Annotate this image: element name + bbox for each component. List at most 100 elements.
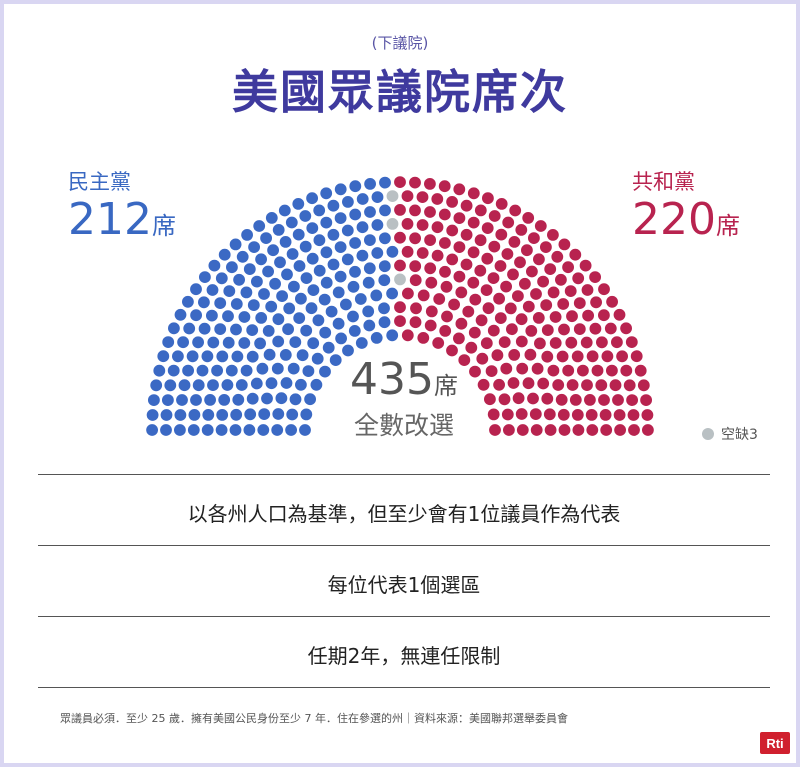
democrat-name: 民主黨 <box>68 170 131 194</box>
seat-democrat <box>296 349 309 362</box>
seat-democrat <box>319 326 332 339</box>
seat-republican <box>512 392 525 405</box>
seat-republican <box>524 348 537 361</box>
vacant-legend: 空缺3 <box>702 424 758 444</box>
seat-democrat <box>160 424 172 436</box>
seat-democrat <box>334 241 347 254</box>
seat-republican <box>549 337 562 349</box>
seat-democrat <box>272 335 285 348</box>
seat-republican <box>521 244 533 257</box>
seat-democrat <box>386 287 398 300</box>
seat-republican <box>557 298 570 310</box>
seat-republican <box>572 424 585 436</box>
hemicycle-chart <box>146 176 654 436</box>
seat-democrat <box>332 286 345 299</box>
seat-republican <box>484 393 496 406</box>
seat-republican <box>467 246 480 259</box>
seat-democrat <box>254 337 266 350</box>
seat-republican <box>500 362 513 375</box>
seat-democrat <box>289 393 302 406</box>
seat-republican <box>566 379 579 391</box>
seat-republican <box>440 280 453 293</box>
divider <box>38 545 770 546</box>
seat-republican <box>498 336 511 348</box>
seat-democrat <box>320 276 333 289</box>
seat-vacant <box>386 218 399 230</box>
seat-republican <box>598 283 610 296</box>
seat-republican <box>468 326 481 339</box>
seat-republican <box>453 212 466 225</box>
seat-republican <box>581 379 593 391</box>
seat-democrat <box>225 364 238 377</box>
seat-democrat <box>280 377 293 389</box>
fact-representation: 以各州人口為基準，但至少會有1位議員作為代表 <box>187 502 621 526</box>
seat-republican <box>474 264 487 277</box>
seat-democrat <box>201 350 214 363</box>
seat-democrat <box>168 322 180 335</box>
seat-democrat <box>342 196 354 208</box>
seat-democrat <box>300 272 313 284</box>
seat-democrat <box>378 274 391 287</box>
seat-republican <box>431 193 444 205</box>
seat-democrat <box>279 349 292 361</box>
seat-democrat <box>363 262 376 275</box>
seat-democrat <box>334 212 347 225</box>
seat-republican <box>537 377 550 390</box>
seat-republican <box>541 324 554 336</box>
seat-republican <box>446 344 458 357</box>
seat-republican <box>487 408 500 421</box>
seat-democrat <box>292 228 305 241</box>
seat-republican <box>416 191 429 204</box>
seat-republican <box>467 276 480 289</box>
seat-republican <box>572 272 585 285</box>
republican-seat-unit: 席 <box>716 212 740 240</box>
seat-democrat <box>370 332 383 344</box>
seat-republican <box>590 296 602 309</box>
seat-republican <box>556 350 569 363</box>
seat-republican <box>551 250 564 263</box>
seat-republican <box>494 260 507 272</box>
seat-republican <box>598 309 610 322</box>
seat-democrat <box>302 365 315 377</box>
seat-democrat <box>222 336 235 349</box>
seat-democrat <box>271 424 284 436</box>
seat-democrat <box>349 180 362 193</box>
seat-republican <box>634 364 647 377</box>
seat-republican <box>600 424 613 436</box>
seat-democrat <box>207 379 219 391</box>
seat-republican <box>495 228 508 241</box>
seat-democrat <box>355 337 368 349</box>
seat-republican <box>500 280 512 293</box>
seat-republican <box>394 301 406 314</box>
seat-democrat <box>285 424 297 436</box>
seat-democrat <box>363 319 376 332</box>
seat-democrat <box>157 350 170 363</box>
seat-democrat <box>192 336 205 349</box>
seat-republican <box>482 302 495 315</box>
seat-republican <box>476 352 489 365</box>
seat-republican <box>409 274 422 287</box>
seat-republican <box>482 192 494 205</box>
seat-republican <box>522 300 535 313</box>
seat-democrat <box>379 176 391 189</box>
seat-democrat <box>300 408 313 421</box>
total-seats: 435 <box>350 354 434 405</box>
seat-republican <box>432 337 445 349</box>
seat-democrat <box>356 221 369 234</box>
democrat-seats: 212 <box>68 194 152 245</box>
seat-democrat <box>233 273 246 286</box>
seat-democrat <box>265 377 278 390</box>
seat-republican <box>606 364 618 377</box>
seat-democrat <box>257 424 270 436</box>
seat-democrat <box>243 424 256 436</box>
seat-democrat <box>236 250 249 263</box>
seat-republican <box>394 204 406 216</box>
seat-democrat <box>299 424 311 436</box>
seat-republican <box>409 204 421 217</box>
seat-republican <box>565 336 578 349</box>
seat-democrat <box>325 305 338 318</box>
seat-republican <box>598 394 610 406</box>
seat-republican <box>613 308 626 321</box>
seat-republican <box>582 309 594 322</box>
seat-republican <box>532 312 545 324</box>
